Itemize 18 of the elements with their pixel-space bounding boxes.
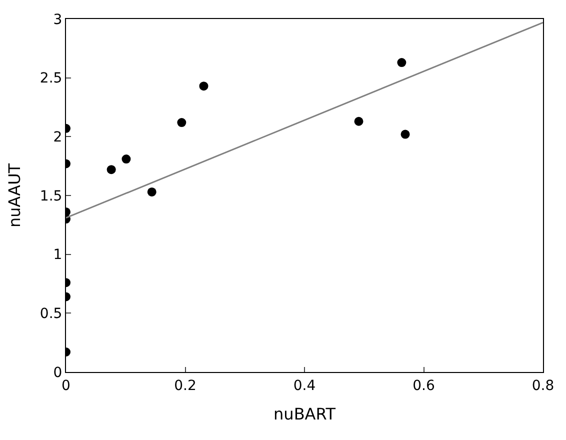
point <box>400 130 410 139</box>
y-tick-label: 0 <box>53 364 62 381</box>
point <box>397 58 406 68</box>
x-tick-label: 0.6 <box>412 378 435 394</box>
x-tick-label: 0.8 <box>532 378 554 394</box>
y-tick-label: 2.5 <box>40 70 62 87</box>
y-tick-label: 1 <box>53 247 62 264</box>
point <box>354 116 364 126</box>
x-axis-title: nuBART <box>274 404 336 424</box>
y-tick-label: 3 <box>53 12 62 28</box>
y-tick-label: 1.5 <box>40 188 62 204</box>
y-tick-label: 0.5 <box>40 306 62 322</box>
point <box>177 118 186 128</box>
x-tick-label: 0.4 <box>293 378 316 394</box>
y-tick-label: 2 <box>53 130 62 146</box>
x-tick-label: 0.2 <box>174 378 196 394</box>
point <box>199 82 208 91</box>
y-axis-title: nuAAUT <box>4 163 24 228</box>
